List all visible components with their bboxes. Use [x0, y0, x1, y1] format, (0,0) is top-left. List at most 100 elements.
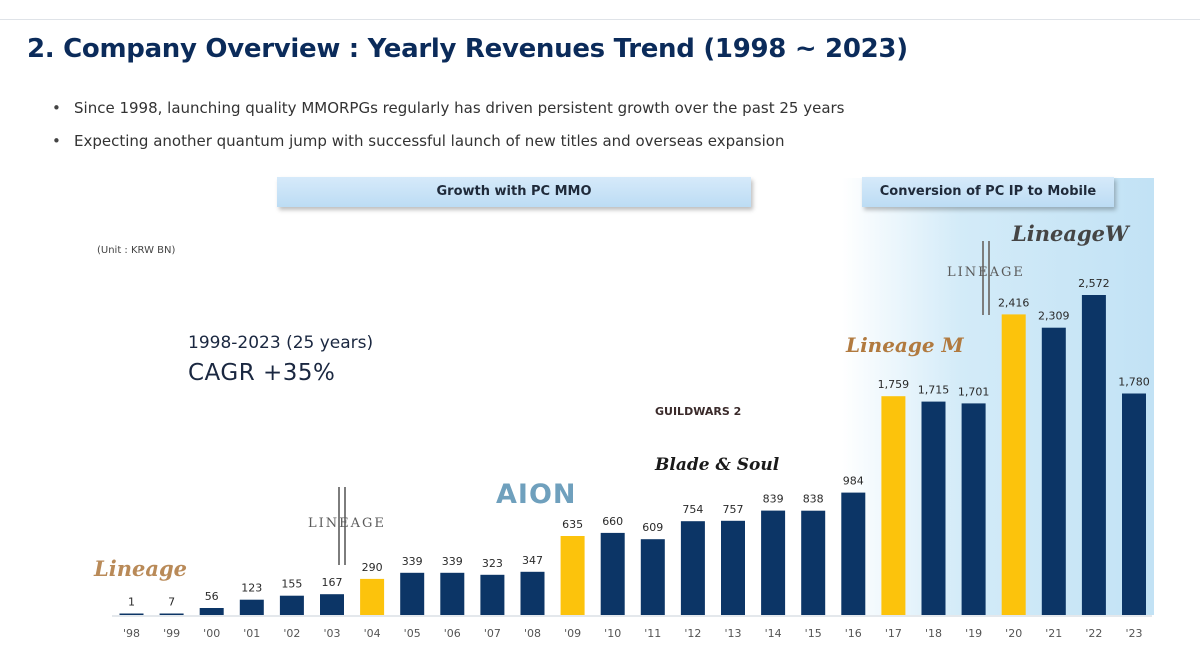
guildwars2-logo: GUILDWARS 2 — [655, 405, 741, 418]
x-tick-17: '17 — [885, 627, 902, 640]
bladesoul-logo: Blade & Soul — [654, 455, 780, 475]
bar-label-12: 754 — [682, 503, 703, 516]
bar-label-06: 339 — [442, 555, 463, 568]
bar-07 — [480, 574, 505, 615]
bar-label-02: 155 — [281, 578, 302, 591]
game-logos-group: Lineage LINEAGE AION GUILDWARS 2 Blade &… — [93, 221, 1131, 581]
bar-label-10: 660 — [602, 515, 623, 528]
x-tick-15: '15 — [805, 627, 822, 640]
x-tick-11: '11 — [644, 627, 661, 640]
bullet-growth: Since 1998, launching quality MMORPGs re… — [52, 99, 845, 132]
lineage2-logo-text: LINEAGE — [308, 516, 386, 531]
bar-00 — [199, 608, 224, 615]
x-tick-01: '01 — [243, 627, 260, 640]
bar-label-00: 56 — [205, 590, 219, 603]
x-tick-04: '04 — [364, 627, 381, 640]
cagr-period: 1998-2023 (25 years) — [188, 333, 374, 353]
x-tick-06: '06 — [444, 627, 461, 640]
bar-09 — [560, 536, 585, 615]
aion-logo: AION — [496, 479, 577, 510]
bar-98 — [119, 613, 144, 615]
x-tick-21: '21 — [1045, 627, 1062, 640]
bar-18 — [921, 401, 946, 615]
bar-06 — [440, 572, 465, 615]
bar-label-22: 2,572 — [1078, 277, 1110, 290]
bar-label-09: 635 — [562, 518, 583, 531]
lineage2m-logo: LINEAGE — [947, 241, 1025, 315]
x-tick-99: '99 — [163, 627, 180, 640]
bar-19 — [961, 403, 986, 615]
bar-label-23: 1,780 — [1118, 376, 1150, 389]
summary-bullets: Since 1998, launching quality MMORPGs re… — [52, 99, 845, 165]
bar-label-11: 609 — [642, 521, 663, 534]
bar-23 — [1122, 393, 1146, 615]
bar-04 — [360, 578, 385, 615]
lineage-logo: Lineage — [93, 556, 187, 581]
x-tick-13: '13 — [724, 627, 741, 640]
bar-label-04: 290 — [362, 561, 383, 574]
bar-label-13: 757 — [723, 503, 744, 516]
bar-99 — [159, 613, 184, 615]
lineagem-logo: Lineage M — [845, 333, 965, 357]
bar-01 — [239, 599, 264, 615]
bar-22 — [1081, 295, 1106, 615]
x-tick-16: '16 — [845, 627, 862, 640]
x-tick-20: '20 — [1005, 627, 1022, 640]
x-tick-98: '98 — [123, 627, 140, 640]
bar-label-98: 1 — [128, 596, 135, 609]
x-tick-00: '00 — [203, 627, 220, 640]
bar-label-14: 839 — [763, 493, 784, 506]
bar-03 — [320, 594, 344, 615]
lineagew-logo: LineageW — [1011, 221, 1131, 246]
bullet-expectation: Expecting another quantum jump with succ… — [52, 132, 845, 165]
x-tick-09: '09 — [564, 627, 581, 640]
x-tick-22: '22 — [1085, 627, 1102, 640]
bar-08 — [520, 571, 545, 615]
bar-label-15: 838 — [803, 493, 824, 506]
bar-label-05: 339 — [402, 555, 423, 568]
bar-label-07: 323 — [482, 557, 503, 570]
x-tick-23: '23 — [1125, 627, 1142, 640]
x-tick-05: '05 — [404, 627, 421, 640]
bar-12 — [680, 521, 705, 615]
x-tick-18: '18 — [925, 627, 942, 640]
bar-label-03: 167 — [322, 576, 343, 589]
bar-label-18: 1,715 — [918, 384, 950, 397]
bar-10 — [600, 532, 625, 615]
x-tick-12: '12 — [684, 627, 701, 640]
bar-label-20: 2,416 — [998, 296, 1030, 309]
x-tick-02: '02 — [283, 627, 300, 640]
x-tick-10: '10 — [604, 627, 621, 640]
bar-label-19: 1,701 — [958, 385, 990, 398]
x-tick-19: '19 — [965, 627, 982, 640]
x-tick-14: '14 — [765, 627, 782, 640]
header-divider — [0, 19, 1200, 20]
pc-mmo-banner: Growth with PC MMO — [277, 177, 751, 207]
bars-group: 1 '98 7 '99 56 '00 123 '01 155 '02 167 '03 290 '04 339… — [119, 277, 1150, 640]
lineage2-logo: LINEAGE — [308, 487, 386, 565]
bar-21 — [1041, 327, 1066, 615]
bar-label-21: 2,309 — [1038, 310, 1070, 323]
x-tick-08: '08 — [524, 627, 541, 640]
bar-15 — [801, 510, 826, 615]
x-tick-03: '03 — [323, 627, 340, 640]
bar-11 — [640, 539, 665, 615]
bar-20 — [1001, 314, 1026, 615]
bar-14 — [761, 510, 786, 615]
cagr-value: CAGR +35% — [188, 360, 336, 386]
unit-label: (Unit : KRW BN) — [97, 245, 176, 256]
guildwars2-logo-text: GUILDWARS 2 — [655, 405, 741, 418]
lineage2m-logo-text: LINEAGE — [947, 265, 1025, 280]
bar-label-99: 7 — [168, 596, 175, 609]
bar-label-17: 1,759 — [878, 378, 910, 391]
x-tick-07: '07 — [484, 627, 501, 640]
page-title: 2. Company Overview : Yearly Revenues Tr… — [27, 34, 908, 64]
bar-05 — [400, 572, 425, 615]
mobile-conversion-banner: Conversion of PC IP to Mobile — [862, 177, 1114, 207]
bar-13 — [721, 520, 745, 615]
bar-02 — [279, 595, 304, 615]
bar-17 — [881, 396, 906, 615]
bar-label-08: 347 — [522, 554, 543, 567]
bar-label-16: 984 — [843, 475, 864, 488]
